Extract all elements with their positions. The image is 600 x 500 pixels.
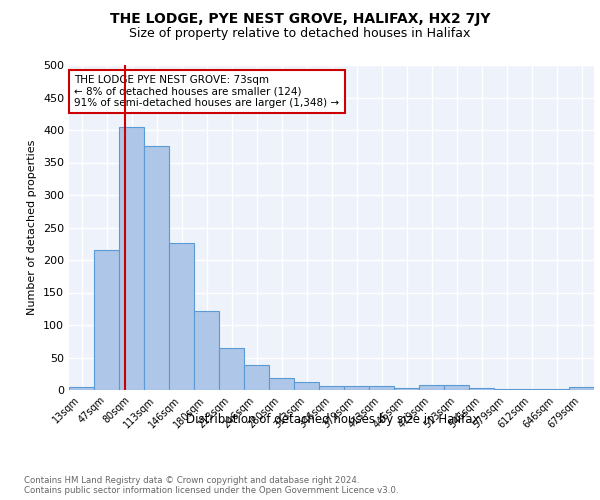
Text: Size of property relative to detached houses in Halifax: Size of property relative to detached ho…	[130, 28, 470, 40]
Text: THE LODGE PYE NEST GROVE: 73sqm
← 8% of detached houses are smaller (124)
91% of: THE LODGE PYE NEST GROVE: 73sqm ← 8% of …	[74, 74, 340, 108]
Bar	[469, 388, 494, 390]
Bar	[319, 386, 344, 390]
Bar	[419, 386, 444, 390]
Bar	[169, 243, 194, 390]
Bar	[344, 386, 369, 390]
Text: THE LODGE, PYE NEST GROVE, HALIFAX, HX2 7JY: THE LODGE, PYE NEST GROVE, HALIFAX, HX2 …	[110, 12, 490, 26]
Bar	[394, 388, 419, 390]
Bar	[219, 348, 244, 390]
Bar	[269, 378, 294, 390]
Bar	[144, 146, 169, 390]
Bar	[294, 382, 319, 390]
Bar	[569, 388, 594, 390]
Bar	[94, 250, 119, 390]
Bar	[119, 126, 144, 390]
Text: Distribution of detached houses by size in Halifax: Distribution of detached houses by size …	[186, 412, 480, 426]
Y-axis label: Number of detached properties: Number of detached properties	[28, 140, 37, 315]
Bar	[444, 386, 469, 390]
Bar	[369, 386, 394, 390]
Text: Contains HM Land Registry data © Crown copyright and database right 2024.
Contai: Contains HM Land Registry data © Crown c…	[24, 476, 398, 495]
Bar	[244, 366, 269, 390]
Bar	[69, 387, 94, 390]
Bar	[194, 312, 219, 390]
